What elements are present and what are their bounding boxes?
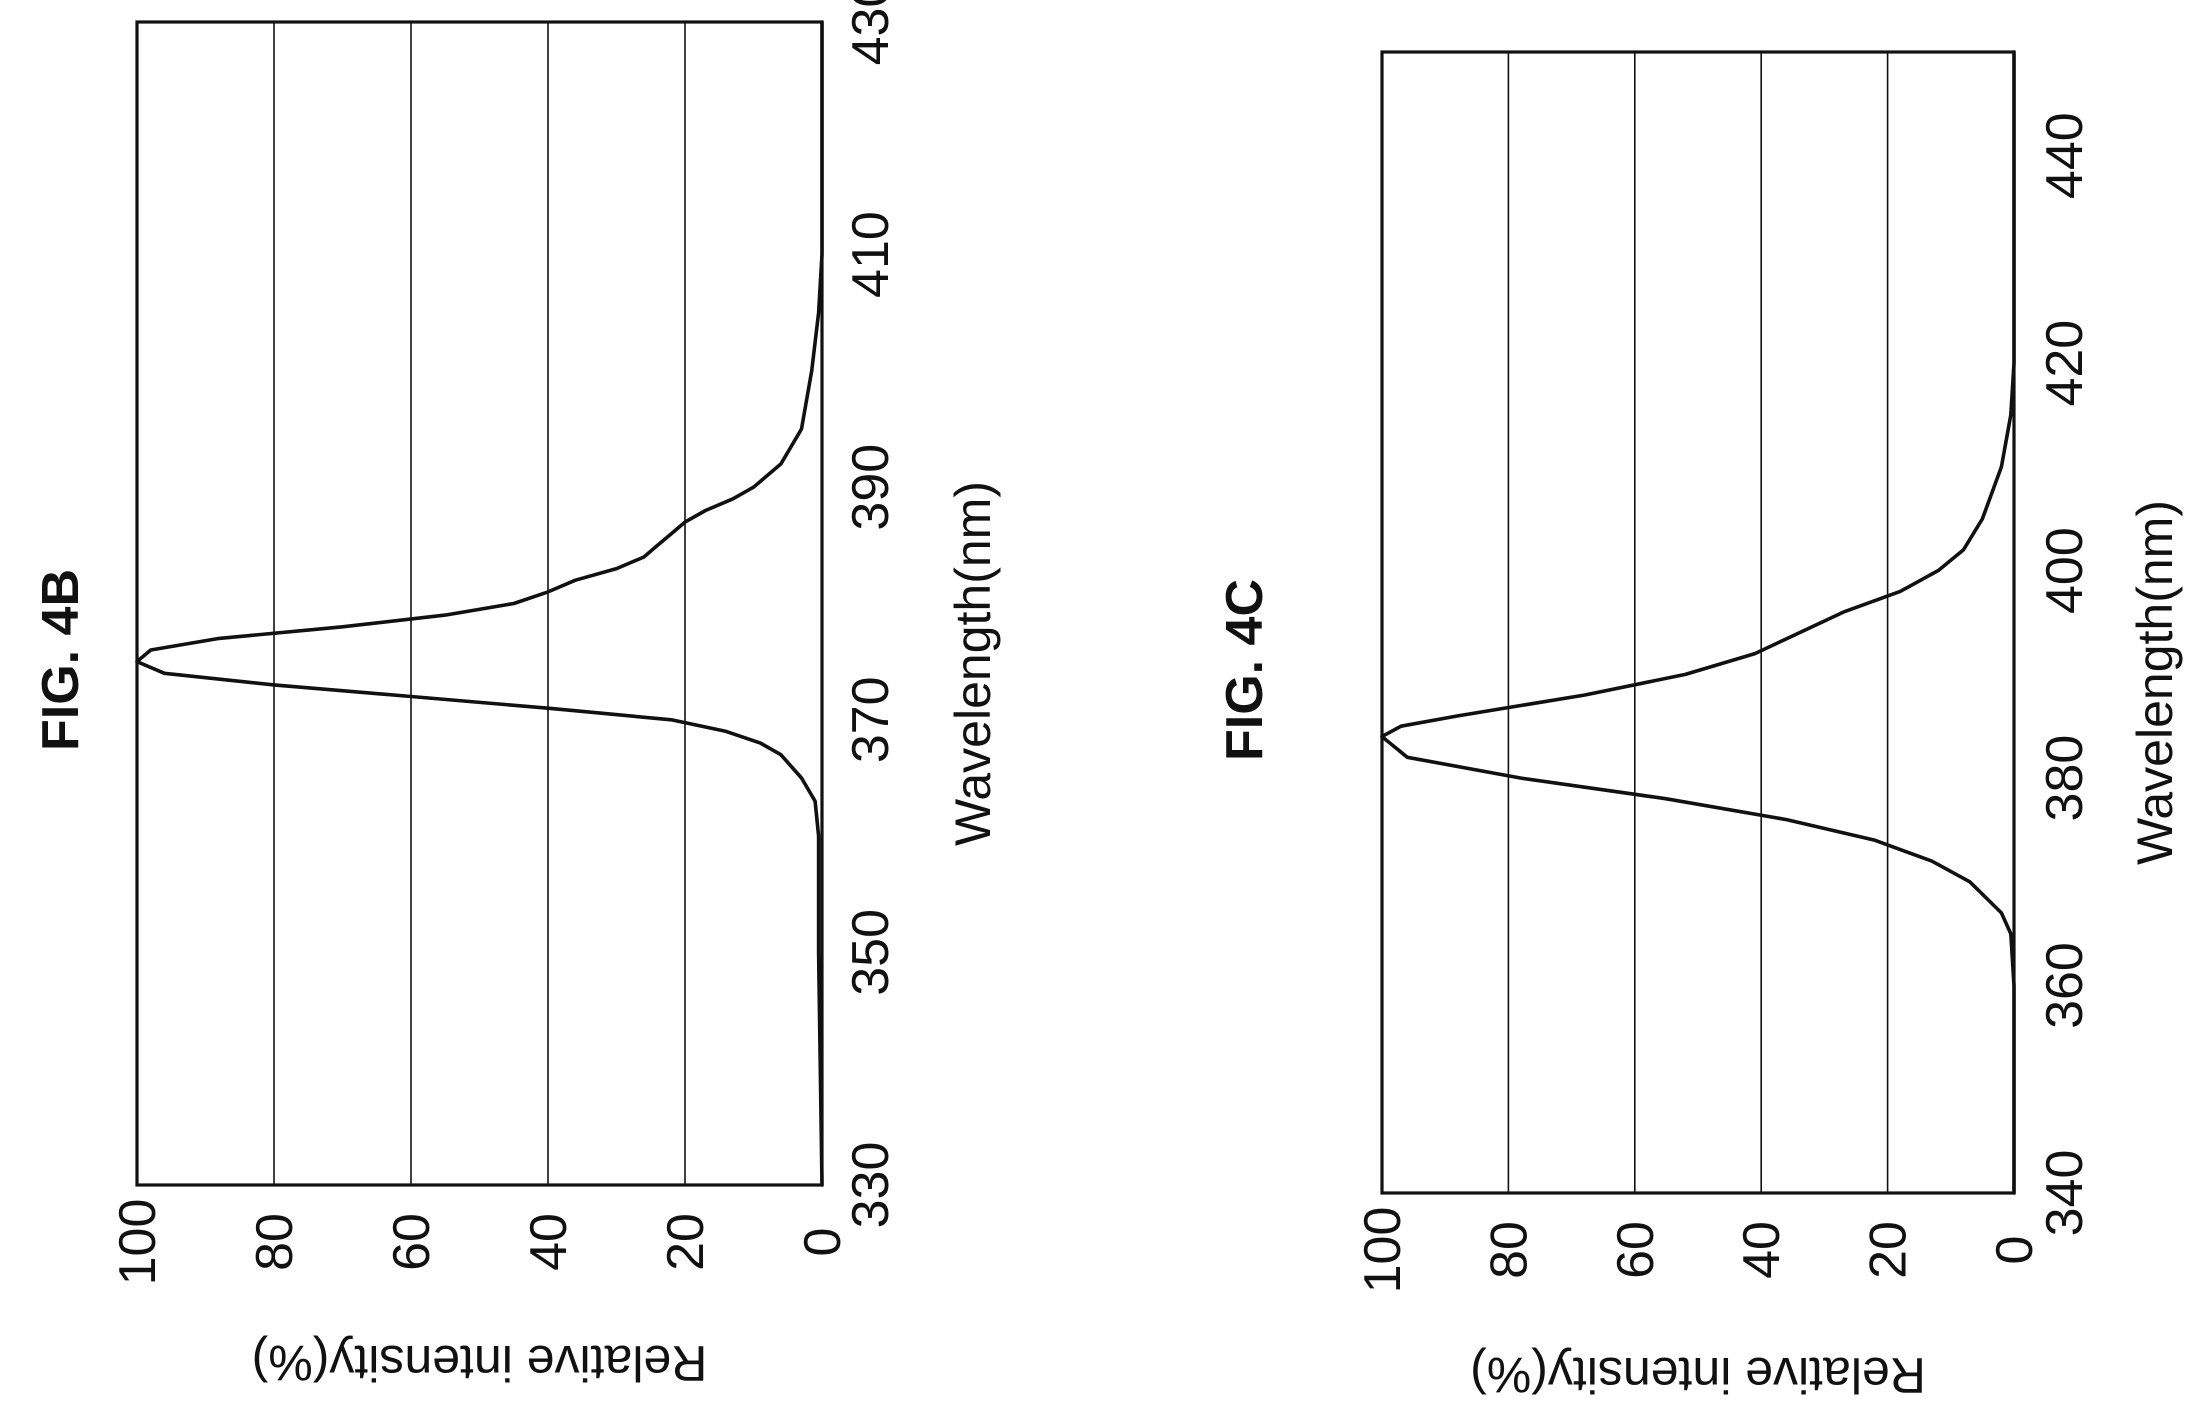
4b-x-tick-label: 430 <box>842 0 900 65</box>
4c-plot-frame <box>1380 50 2016 1195</box>
4c-x-tick-label: 340 <box>2036 1150 2094 1237</box>
4b-plot-frame <box>135 20 824 1187</box>
4b-x-tick-label: 390 <box>842 444 900 531</box>
4b-y-tick-label: 100 <box>109 1199 167 1286</box>
4c-y-tick-label: 80 <box>1480 1221 1538 1279</box>
4b-spectrum-line <box>135 20 824 1187</box>
4c-x-axis-title: Wavelength(nm) <box>2127 500 2183 865</box>
4b-y-tick-label: 60 <box>383 1213 441 1271</box>
4c-x-tick-label: 380 <box>2036 735 2094 822</box>
4c-x-tick-label: 420 <box>2036 320 2094 407</box>
4c-y-tick-label: 100 <box>1354 1207 1412 1294</box>
4b-y-axis-title: Relative intensity(%) <box>252 1335 708 1391</box>
4b-x-axis-title: Wavelength(nm) <box>945 481 1001 846</box>
4b-y-tick-label: 40 <box>520 1213 578 1271</box>
4c-figure-title: FIG. 4C <box>1216 579 1274 761</box>
4c-y-axis-title: Relative intensity(%) <box>1470 1347 1926 1402</box>
4c-x-tick-label: 360 <box>2036 942 2094 1029</box>
4b-figure-title: FIG. 4B <box>32 569 90 751</box>
4c-y-tick-label: 0 <box>1986 1236 2044 1265</box>
fig-4c-panel: 340 360 380 400 420 440 0 20 40 60 80 100 Wavelength… <box>1216 50 2183 1402</box>
4b-x-tick-label: 350 <box>842 909 900 996</box>
4b-x-tick-label: 410 <box>842 211 900 298</box>
4c-y-tick-label: 60 <box>1607 1221 1665 1279</box>
4b-y-tick-label: 80 <box>246 1213 304 1271</box>
4c-y-tick-label: 40 <box>1733 1221 1791 1279</box>
4b-x-tick-label: 330 <box>842 1142 900 1229</box>
4c-y-tick-label: 20 <box>1860 1221 1918 1279</box>
4b-x-tick-label: 370 <box>842 676 900 763</box>
4c-spectrum-line <box>1380 50 2016 1195</box>
4b-y-tick-label: 0 <box>794 1228 852 1257</box>
fig-4b-panel: 330 350 370 390 410 430 0 20 40 60 80 100 Wavelength… <box>32 0 1001 1391</box>
4c-x-tick-label: 440 <box>2036 112 2094 199</box>
4b-y-tick-label: 20 <box>657 1213 715 1271</box>
4c-x-tick-label: 400 <box>2036 527 2094 614</box>
